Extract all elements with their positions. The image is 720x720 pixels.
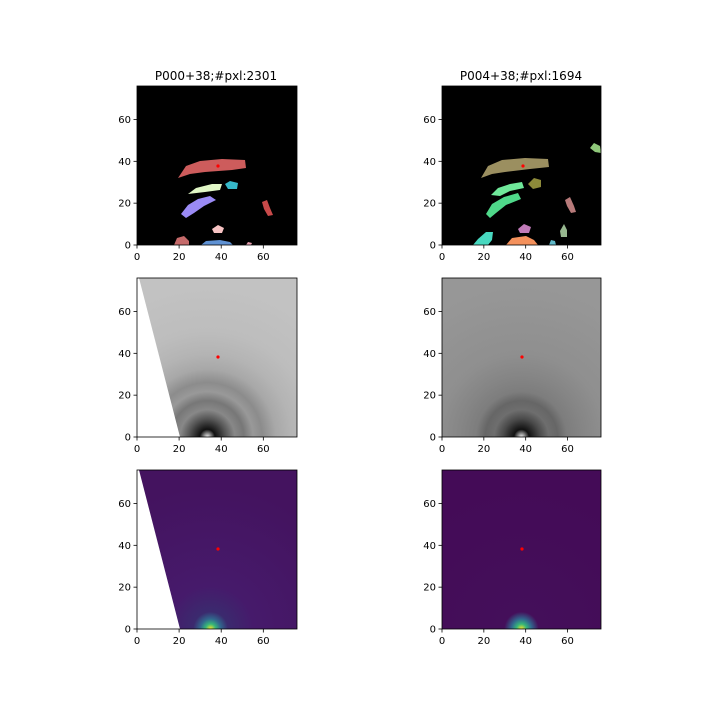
panel-6-axes: 0 20 40 60 0 20 40 60 [423,499,574,647]
segment [491,182,524,196]
y-tick-label: 20 [423,199,436,210]
panel-5-frame [136,469,298,630]
panel-3: 0 20 40 60 0 20 40 60 [118,277,298,455]
segment [565,197,576,213]
y-tick-label: 20 [118,391,131,402]
segment [481,158,549,178]
panel-4-frame [441,277,602,438]
panel-6: 0 20 40 60 0 20 40 60 [423,469,602,647]
segment [181,196,216,218]
panel-1-frame [136,85,298,246]
segment [549,240,556,245]
x-tick-label: 60 [257,252,270,263]
panel-2-frame [441,85,602,246]
panel-4-axes: 0 20 40 60 0 20 40 60 [423,307,574,455]
x-tick-label: 40 [215,444,228,455]
x-tick-label: 20 [477,444,490,455]
x-tick-label: 40 [519,252,532,263]
x-tick-label: 20 [477,636,490,647]
x-tick-label: 0 [134,252,140,263]
x-tick-label: 20 [477,252,490,263]
panel-1: P000+38;#pxl:2301 0 20 40 60 0 20 40 60 [118,69,298,263]
y-tick-label: 0 [125,433,131,444]
x-tick-label: 0 [134,636,140,647]
segment [174,236,189,245]
y-tick-label: 20 [118,199,131,210]
x-tick-label: 20 [173,252,186,263]
panel-4-marker [520,355,524,359]
x-tick-label: 0 [439,252,445,263]
segment [201,240,233,245]
panel-3-axes: 0 20 40 60 0 20 40 60 [118,307,269,455]
x-tick-label: 60 [561,636,574,647]
x-tick-label: 60 [561,444,574,455]
y-tick-label: 60 [423,499,436,510]
panel-2: P004+38;#pxl:1694 0 20 40 60 0 20 40 60 [423,69,602,263]
y-tick-label: 60 [118,115,131,126]
y-tick-label: 40 [118,541,131,552]
panel-2-segments [473,143,601,245]
panel-5-mask [137,470,180,629]
panel-1-axes: 0 20 40 60 0 20 40 60 [118,115,269,263]
panel-1-title: P000+38;#pxl:2301 [155,69,277,83]
y-tick-label: 60 [118,499,131,510]
y-tick-label: 60 [423,115,436,126]
panel-2-marker [521,164,525,168]
y-tick-label: 0 [125,625,131,636]
y-tick-label: 0 [125,241,131,252]
segment [506,236,538,245]
x-tick-label: 40 [519,444,532,455]
segment [246,242,252,245]
x-tick-label: 60 [561,252,574,263]
segment [178,159,246,178]
x-tick-label: 0 [134,444,140,455]
segment [486,193,521,218]
y-tick-label: 0 [430,241,436,252]
panel-3-marker [216,355,220,359]
panel-5-axes: 0 20 40 60 0 20 40 60 [118,499,269,647]
segment [225,181,238,189]
panel-6-frame [441,469,602,630]
x-tick-label: 40 [215,252,228,263]
y-tick-label: 40 [423,541,436,552]
x-tick-label: 60 [257,444,270,455]
panel-6-marker [520,547,524,551]
x-tick-label: 40 [215,636,228,647]
x-tick-label: 20 [173,636,186,647]
x-tick-label: 40 [519,636,532,647]
y-tick-label: 40 [118,157,131,168]
y-tick-label: 60 [118,307,131,318]
panel-1-segments [174,159,273,245]
y-tick-label: 40 [423,157,436,168]
panel-5: 0 20 40 60 0 20 40 60 [118,469,298,647]
segment [590,143,601,153]
segment [560,224,567,237]
x-tick-label: 0 [439,636,445,647]
y-tick-label: 20 [118,583,131,594]
panel-3-frame [136,277,298,438]
y-tick-label: 20 [423,391,436,402]
panel-4: 0 20 40 60 0 20 40 60 [423,277,602,455]
y-tick-label: 0 [430,433,436,444]
segment [473,232,493,245]
panel-5-marker [216,547,220,551]
segment [518,224,531,233]
y-tick-label: 20 [423,583,436,594]
panel-2-title: P004+38;#pxl:1694 [460,69,582,83]
y-tick-label: 40 [118,349,131,360]
x-tick-label: 0 [439,444,445,455]
y-tick-label: 40 [423,349,436,360]
x-tick-label: 60 [257,636,270,647]
segment [188,184,222,194]
y-tick-label: 60 [423,307,436,318]
segment [212,225,224,233]
x-tick-label: 20 [173,444,186,455]
panel-3-mask [137,278,180,437]
y-tick-label: 0 [430,625,436,636]
segment [528,178,541,189]
panel-2-axes: 0 20 40 60 0 20 40 60 [423,115,574,263]
panel-1-marker [216,164,220,168]
segment [262,200,273,216]
